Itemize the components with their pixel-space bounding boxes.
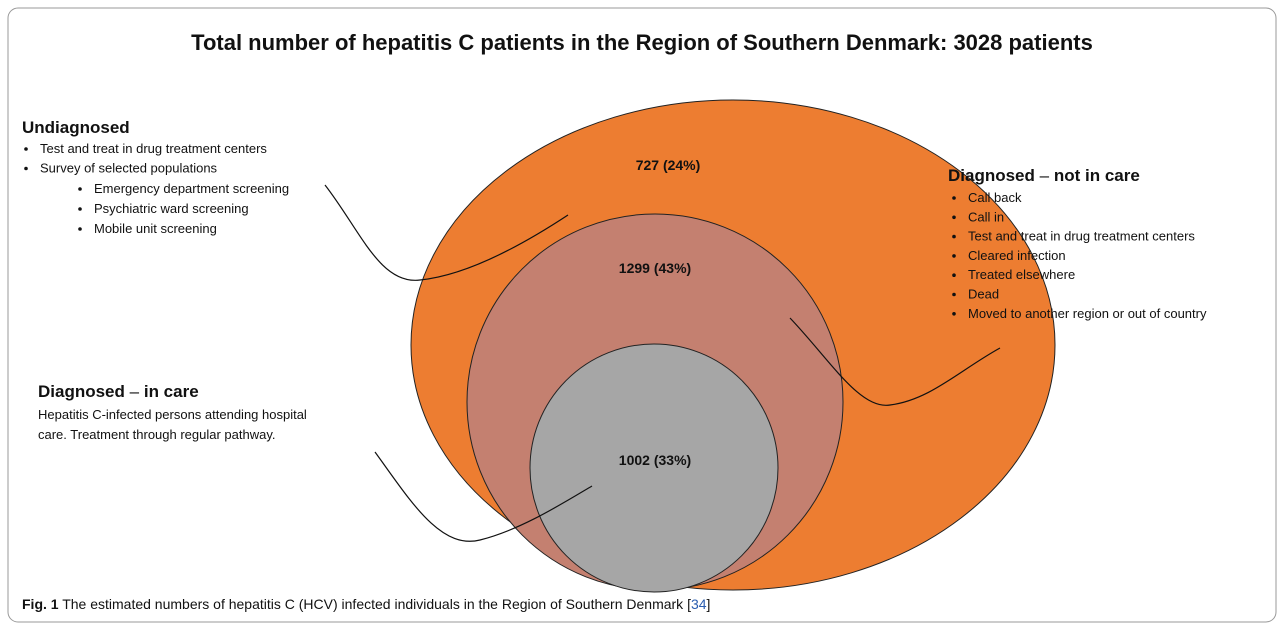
description: care. Treatment through regular pathway.	[38, 427, 276, 442]
bullet-list: Test and treat in drug treatment centers…	[24, 141, 289, 236]
heading-part: in care	[144, 382, 199, 401]
region-label: 1299 (43%)	[619, 260, 691, 276]
list-item: Treated elsewhere	[968, 267, 1075, 282]
bullet	[952, 254, 956, 258]
bullet	[78, 207, 82, 211]
list-item: Dead	[968, 287, 999, 302]
frame	[7, 7, 1277, 623]
list-item: Test and treat in drug treatment centers	[40, 141, 267, 156]
bullet	[952, 215, 956, 220]
list-item: Test and treat in drug treatment centers	[968, 229, 1195, 244]
heading: Diagnosed – in care	[38, 382, 199, 401]
caption: Fig. 1 The estimated numbers of hepatiti…	[22, 596, 710, 612]
bullet	[952, 234, 956, 239]
caption-ref[interactable]: 34	[691, 596, 707, 612]
bullet	[78, 227, 82, 231]
in-care-region	[529, 343, 779, 593]
bullet	[24, 166, 28, 171]
caption-ref: ]	[707, 596, 711, 612]
description: Hepatitis C-infected persons attending h…	[38, 407, 307, 422]
heading: Diagnosed – not in care	[948, 166, 1140, 185]
heading-part: Diagnosed	[38, 382, 125, 401]
heading-part: Diagnosed	[948, 166, 1035, 185]
caption-label: Fig. 1	[22, 596, 59, 612]
bullet	[952, 196, 956, 200]
bullet	[952, 273, 956, 278]
bullet	[24, 147, 28, 151]
heading: Undiagnosed	[22, 118, 130, 137]
list-item: Call in	[968, 209, 1004, 224]
bullet	[952, 312, 956, 316]
list-item: Psychiatric ward screening	[94, 201, 249, 216]
connector	[789, 317, 1001, 406]
bullet	[78, 187, 82, 191]
list-item: Survey of selected populations	[40, 161, 218, 176]
caption-text: The estimated numbers of hepatitis C (HC…	[62, 596, 684, 612]
caption-ref: [	[687, 596, 691, 612]
title: Total number of hepatitis C patients in …	[191, 30, 1093, 55]
list-item: Cleared infection	[968, 248, 1066, 263]
list-item: Mobile unit screening	[94, 221, 217, 236]
list-item: Call back	[968, 190, 1022, 205]
region-label: 727 (24%)	[636, 157, 701, 173]
connector	[374, 451, 593, 542]
list-item: Emergency department screening	[94, 181, 289, 196]
heading-part: –	[1040, 166, 1050, 185]
connector	[324, 184, 569, 281]
heading-part: –	[130, 382, 140, 401]
region-label: 1002 (33%)	[619, 452, 691, 468]
bullet-list: Call back Call in Test and treat in drug t…	[952, 190, 1207, 321]
bullet	[952, 292, 956, 297]
heading-part: not in care	[1054, 166, 1140, 185]
connectors	[324, 184, 1001, 542]
list-item: Moved to another region or out of countr…	[968, 306, 1207, 321]
